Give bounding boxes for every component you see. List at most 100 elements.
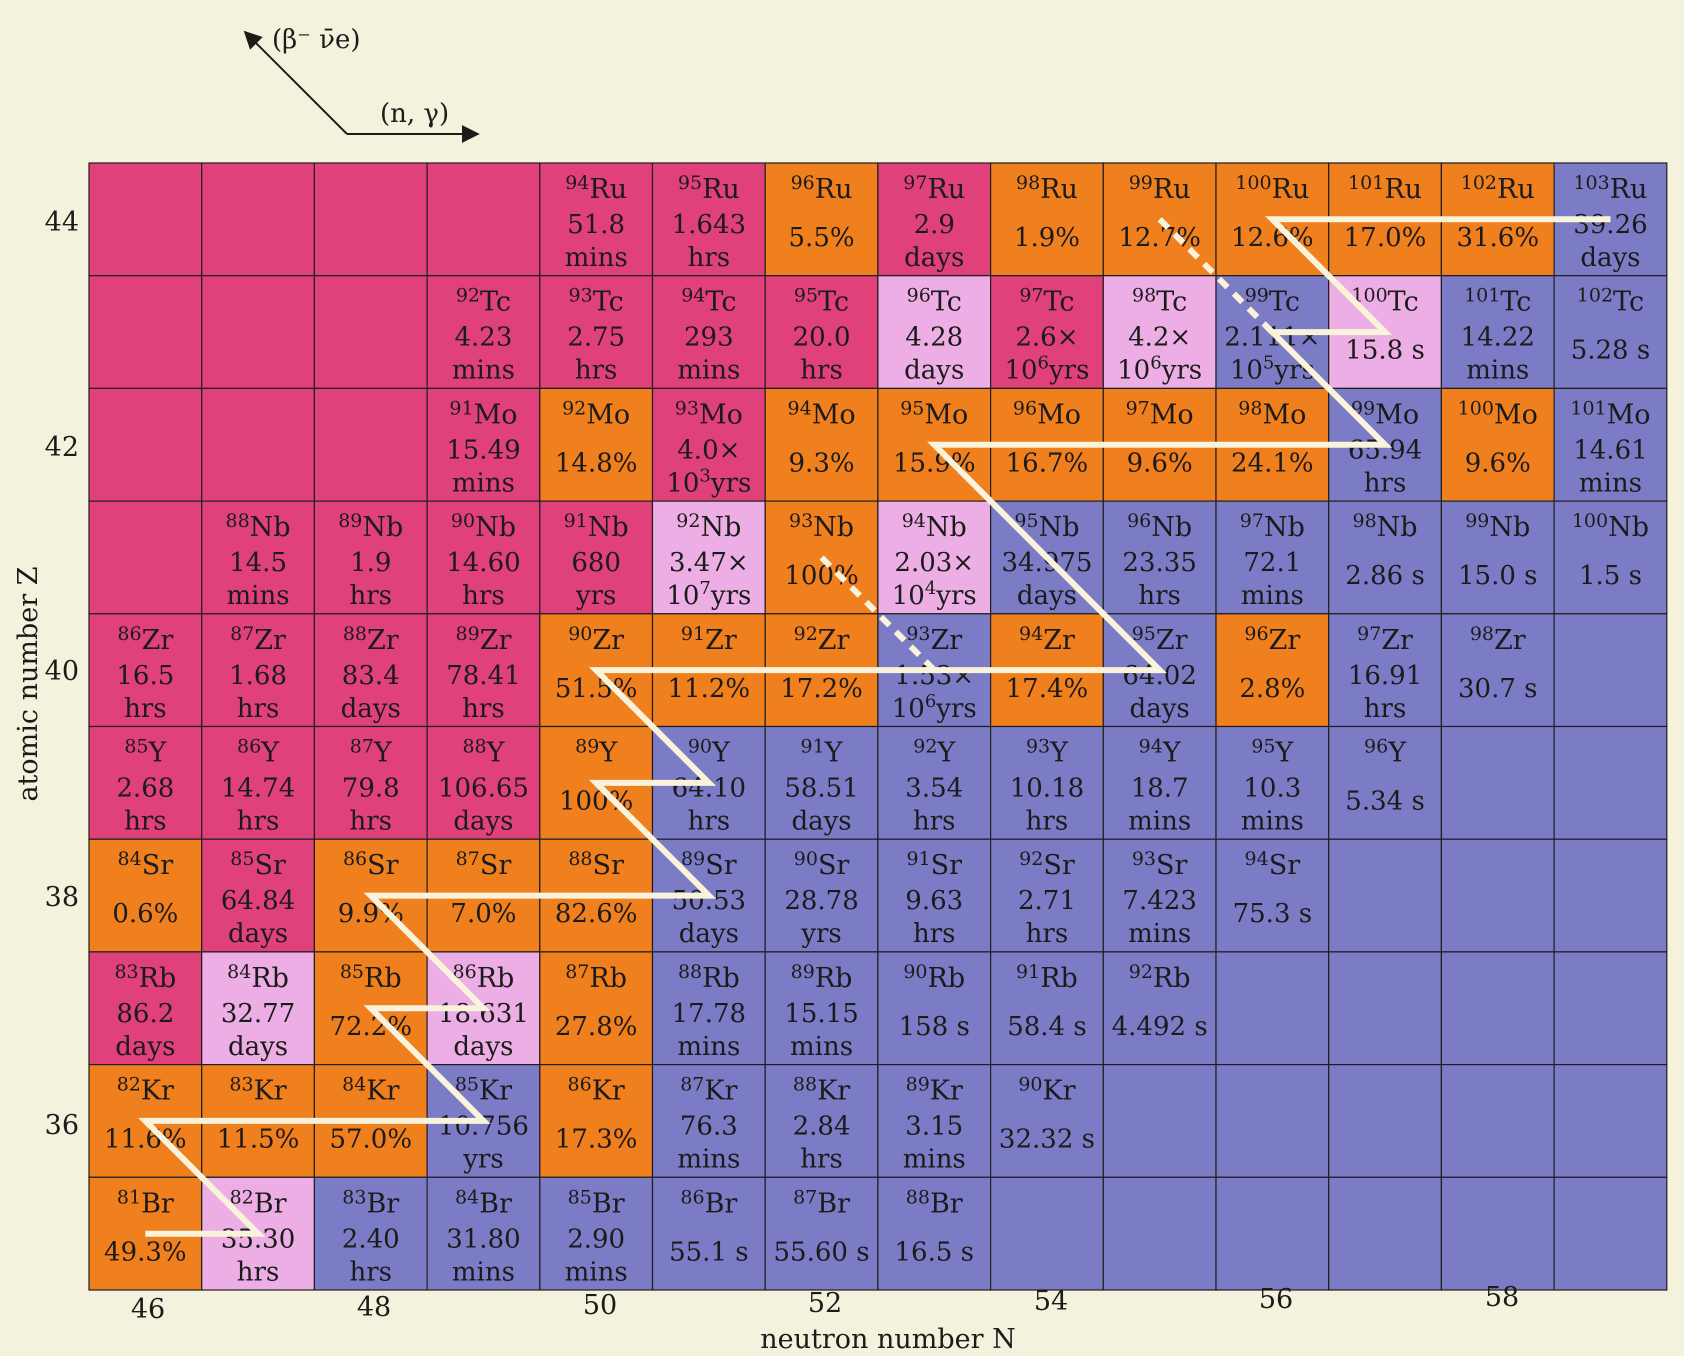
nuclide-symbol: 86Kr [568,1074,625,1107]
power-unit: yrs [935,694,976,724]
y-axis-label: atomic number Z [13,566,44,801]
element-symbol: Zr [1269,625,1301,656]
element-symbol: Y [824,738,844,769]
nuclide-symbol: 81Br [117,1186,174,1219]
power-unit: yrs [935,581,976,611]
nuclide-cell-background [88,500,203,615]
nuclide-unit: hrs [688,243,731,273]
mass-number: 93 [569,285,593,307]
nuclide-cell-background [1215,613,1330,728]
nuclide-cell-background [313,162,428,277]
nuclide-unit: 106yrs [892,691,977,724]
nuclide-cell-background [1328,838,1442,953]
nuclide-value: 4.0× [677,435,740,465]
element-symbol: Mo [699,399,743,430]
element-symbol: Sr [367,850,398,881]
nuclide-cell [1215,951,1330,1066]
element-symbol: Br [705,1188,738,1219]
element-symbol: Sr [142,850,173,881]
nuclide-unit: hrs [1026,919,1069,949]
nuclide-symbol: 82Kr [117,1074,174,1107]
nuclide-value: 14.5 [229,548,287,578]
nuclide-value: 2.40 [342,1224,400,1254]
mass-number: 93 [1132,848,1156,870]
nuclide-cell-background [313,387,428,502]
mass-number: 95 [794,285,818,307]
nuclide-symbol: 89Kr [906,1074,963,1107]
nuclide-cell-background [201,275,315,390]
mass-number: 88 [462,736,486,758]
nuclide-cell [1328,1063,1442,1178]
nuclide-symbol: 86Br [680,1186,737,1219]
element-symbol: Kr [254,1076,287,1107]
element-symbol: Sr [705,850,736,881]
nuclide-value: 78.41 [446,661,520,691]
nuclide-cell [1440,1063,1555,1178]
nuclide-cell [1440,1176,1555,1291]
nuclide-unit: hrs [349,1257,392,1287]
x-tick-54: 54 [1034,1286,1068,1317]
y-tick-40: 40 [45,656,79,687]
nuclide-cell-background [1328,1176,1442,1291]
nuclide-symbol: 91Rb [1016,961,1078,994]
nuclide-cell-background [313,275,428,390]
nuclide-unit: mins [227,581,290,611]
nuclide-value: 2.86 s [1345,561,1425,591]
nuclide-unit: days [228,1032,288,1062]
nuclide-symbol: 84Sr [118,848,174,881]
element-symbol: Mo [474,399,518,430]
nuclide-unit: hrs [800,1145,843,1175]
nuclide-symbol: 86Y [237,736,280,769]
nuclide-value: 82.6% [555,899,638,929]
power-exponent: 6 [925,691,936,712]
nuclide-cell-background [88,613,203,728]
x-axis-label: neutron number N [760,1324,1016,1355]
branch-segment [1157,217,1275,335]
nuclide-cell-background [426,500,541,615]
nuclide-value: 14.22 [1461,323,1535,353]
nuclide-symbol: 94Tc [681,285,736,318]
nuclide-value: 17.4% [1006,674,1089,704]
element-symbol: Tc [931,287,962,318]
nuclide-cell-background [651,1063,766,1178]
element-symbol: Sr [254,850,285,881]
nuclide-symbol: 98Nb [1352,510,1417,543]
nuclide-symbol: 88Kr [793,1074,850,1107]
nuclide-symbol: 102Tc [1577,285,1644,318]
nuclide-unit: mins [1128,919,1191,949]
mass-number: 89 [906,1074,930,1096]
mass-number: 98 [1470,623,1494,645]
nuclide-cell-background [1440,725,1555,840]
element-symbol: Sr [480,850,511,881]
nuclide-unit: mins [677,1145,740,1175]
element-symbol: Rb [364,963,402,994]
mass-number: 103 [1573,172,1609,194]
mass-number: 83 [114,961,138,983]
mass-number: 87 [230,623,254,645]
element-symbol: Sr [1043,850,1074,881]
nuclide-cell [313,275,428,390]
nuclide-cell: 100Nb 1.5 s [1553,500,1668,615]
mass-number: 84 [455,1186,479,1208]
element-symbol: Rb [139,963,177,994]
nuclide-symbol: 93Tc [569,285,624,318]
nuclide-symbol: 90Sr [794,848,850,881]
element-symbol: Rb [477,963,515,994]
nuclide-cell: 97Tc 2.6×106yrs [989,275,1104,390]
nuclide-symbol: 97Zr [1357,623,1413,656]
nuclide-cell-background [1553,613,1668,728]
nuclide-unit: hrs [913,919,956,949]
element-symbol: Zr [480,625,512,656]
mass-number: 93 [906,623,930,645]
element-symbol: Nb [926,512,967,543]
nuclide-value: 1.9 [350,548,391,578]
mass-number: 88 [906,1186,930,1208]
